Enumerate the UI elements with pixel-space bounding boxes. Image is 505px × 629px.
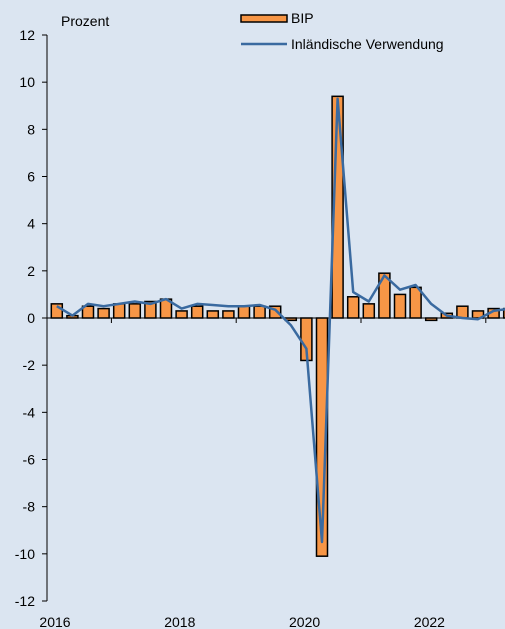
bar [346, 296, 360, 319]
bar [190, 305, 204, 319]
x-tick-label: 2020 [289, 614, 320, 629]
bar [315, 317, 329, 557]
y-tick-label: 10 [19, 74, 35, 90]
y-tick-label: -8 [23, 499, 36, 515]
legend-label-bar: BIP [291, 10, 314, 26]
y-tick-label: -12 [15, 593, 35, 609]
x-tick-label: 2016 [39, 614, 70, 629]
y-tick-label: 12 [19, 27, 35, 43]
bar [112, 303, 126, 319]
line-path [56, 97, 505, 544]
y-tick-label: 2 [27, 263, 35, 279]
line-series [56, 97, 505, 544]
x-axis: 2016 2018 2020 2022 [39, 317, 505, 629]
y-tick-label: -10 [15, 546, 35, 562]
bar [268, 305, 282, 319]
bar [253, 305, 266, 319]
bar [393, 293, 407, 319]
bar [175, 310, 188, 319]
bar [362, 303, 376, 319]
bar [50, 303, 64, 319]
bar [237, 305, 251, 319]
bar-series [50, 95, 505, 557]
bar [144, 300, 157, 319]
legend: BIP Inländische Verwendung [240, 10, 444, 52]
y-tick-label: -6 [23, 452, 36, 468]
y-axis: 12 10 8 6 4 2 0 -2 -4 -6 -8 -10 -12 [15, 27, 48, 609]
y-tick-label: 6 [27, 169, 35, 185]
y-tick-label: -4 [23, 404, 36, 420]
bar [97, 307, 110, 319]
bar [222, 310, 235, 319]
bar [424, 317, 438, 322]
bar [128, 303, 142, 319]
bar [81, 305, 95, 319]
legend-swatch-bar [240, 14, 288, 23]
legend-label-line: Inländische Verwendung [291, 36, 444, 52]
y-tick-label: 8 [27, 121, 35, 137]
y-tick-label: 4 [27, 216, 35, 232]
bar [378, 272, 391, 319]
y-unit-label: Prozent [61, 13, 109, 29]
y-tick-label: 0 [27, 310, 35, 326]
bar [502, 307, 505, 319]
x-tick-label: 2018 [164, 614, 195, 629]
y-tick-label: -2 [23, 357, 36, 373]
bar [331, 95, 344, 319]
bar [206, 310, 220, 319]
bar [409, 286, 422, 319]
x-tick-label: 2022 [414, 614, 445, 629]
